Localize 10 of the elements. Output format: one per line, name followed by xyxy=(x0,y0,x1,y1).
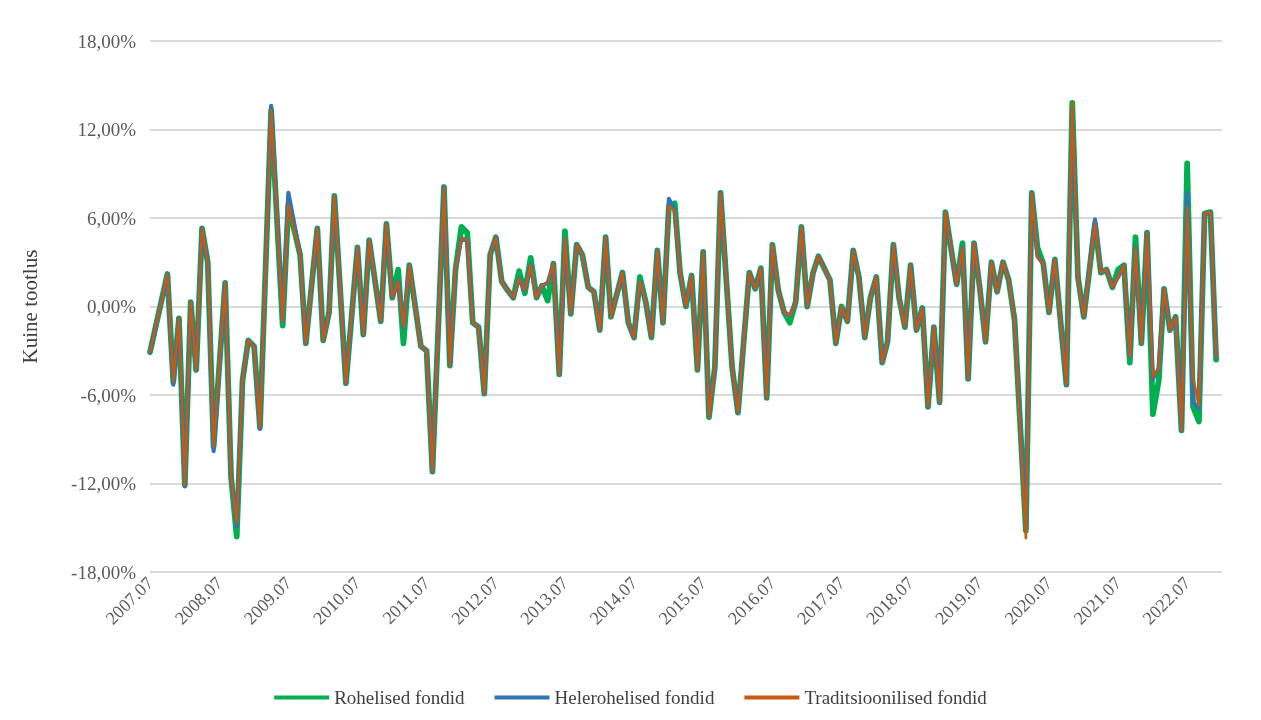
legend-label: Traditsioonilised fondid xyxy=(804,687,988,708)
y-tick-label: 6,00% xyxy=(86,207,137,229)
y-tick-label: 12,00% xyxy=(77,119,137,140)
y-tick-label: 18,00% xyxy=(77,30,137,52)
y-axis-title: Kuine tootlus xyxy=(17,249,42,364)
y-tick-label: -6,00% xyxy=(80,384,137,406)
y-tick-label: -12,00% xyxy=(71,473,137,494)
legend-label: Helerohelised fondid xyxy=(554,687,715,708)
y-tick-label: 0,00% xyxy=(86,296,137,317)
legend-label: Rohelised fondid xyxy=(334,687,466,708)
